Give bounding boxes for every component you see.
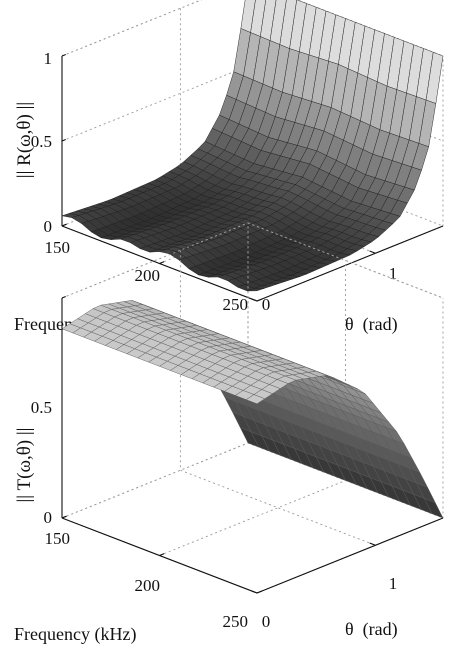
- surface-patch: [245, 394, 266, 405]
- theta-tick-mark: [369, 542, 376, 546]
- theta-tick-mark: [250, 298, 258, 302]
- reflection-theta-axis-label: θ (rad): [345, 314, 398, 335]
- transmission-frequency-tick-200: 200: [135, 576, 161, 595]
- transmission-z-tick-0: 0: [44, 508, 53, 527]
- reflection-plot-axes: [61, 53, 444, 302]
- reflection-theta-tick-1: 1: [389, 264, 398, 283]
- reflection-surface: [61, 0, 444, 292]
- z-tick-mark: [61, 223, 66, 227]
- transmission-theta-tick-1: 1: [389, 574, 398, 593]
- grid-line: [179, 250, 376, 546]
- frequency-tick-mark: [159, 553, 165, 557]
- reflection-theta-tick-0: 0: [262, 295, 271, 314]
- reflection-frequency-tick-150: 150: [45, 238, 71, 257]
- reflection-frequency-tick-200: 200: [135, 266, 161, 285]
- frequency-tick-mark: [159, 261, 165, 265]
- reflection-z-tick-0.5: 0.5: [31, 132, 52, 151]
- reflection-frequency-tick-250: 250: [223, 295, 249, 314]
- theta-axis-line: [256, 517, 444, 594]
- transmission-frequency-tick-150: 150: [45, 529, 71, 548]
- transmission-theta-axis-label: θ (rad): [345, 619, 398, 640]
- frequency-tick-mark: [256, 590, 262, 594]
- theta-tick-mark: [250, 590, 258, 594]
- z-tick-mark: [61, 53, 66, 57]
- reflection-surface-plot: || R(ω,θ) || 1 0.5 0 150 200 250 0 1 Fre…: [14, 0, 444, 335]
- z-tick-mark: [61, 515, 66, 519]
- reflection-z-tick-1: 1: [44, 49, 53, 68]
- reflection-z-axis-label: || R(ω,θ) ||: [14, 102, 35, 178]
- surface-patch: [247, 288, 265, 292]
- z-tick-mark: [61, 295, 66, 299]
- grid-line: [61, 0, 203, 57]
- transmission-frequency-axis-label: Frequency (kHz): [14, 624, 136, 645]
- transmission-surface: [61, 300, 444, 519]
- reflection-z-tick-0: 0: [44, 217, 53, 236]
- transmission-z-tick-0.5: 0.5: [31, 398, 52, 417]
- transmission-z-axis-label: || T(ω,θ) ||: [14, 428, 35, 503]
- theta-tick-mark: [369, 250, 376, 254]
- transmission-plot-axes: [61, 295, 444, 594]
- transmission-frequency-tick-250: 250: [223, 612, 249, 631]
- frequency-tick-mark: [256, 298, 262, 302]
- grid-line: [61, 0, 444, 57]
- theta-axis-line: [256, 225, 444, 302]
- transmission-surface-plot: || T(ω,θ) || 0.5 0 150 200 250 0 1 Frequ…: [14, 222, 444, 645]
- transmission-theta-tick-0: 0: [262, 612, 271, 631]
- z-tick-mark: [61, 138, 66, 142]
